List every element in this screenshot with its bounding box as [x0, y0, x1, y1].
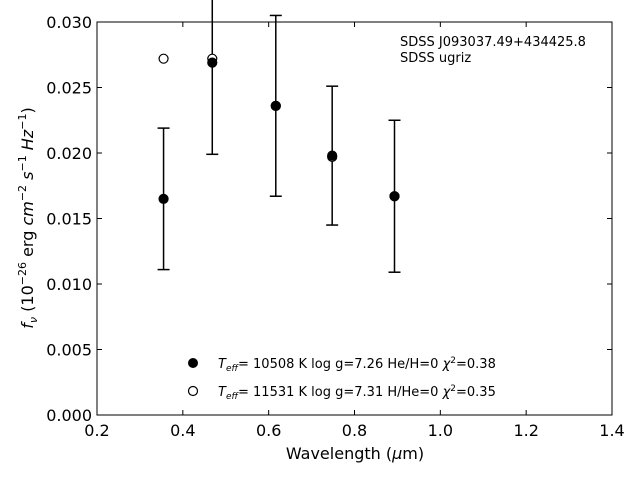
legend-marker-filled — [188, 358, 198, 368]
legend-entry-1: Teff= 10508 K log g=7.26 He/H=0 χ2=0.38 — [218, 356, 496, 374]
x-tick-label: 1.2 — [513, 421, 538, 440]
y-axis-label: fν (10−26 erg cm−2 s−1 Hz−1) — [16, 107, 40, 328]
x-axis-label: Wavelength (μm) — [286, 444, 424, 463]
point-model-filled — [327, 150, 338, 161]
annotation-object: SDSS J093037.49+434425.8 — [400, 35, 586, 50]
annotation-survey: SDSS ugriz — [400, 51, 471, 66]
x-tick-label: 1.4 — [599, 421, 624, 440]
point-model-filled — [158, 193, 169, 204]
points — [158, 53, 400, 204]
legend-marker-open — [187, 385, 199, 397]
point-model-filled — [389, 191, 400, 202]
y-tick-label: 0.005 — [46, 341, 92, 360]
y-tick-label: 0.015 — [46, 210, 92, 229]
y-tick-label: 0.025 — [46, 79, 92, 98]
x-tick-label: 0.2 — [84, 421, 109, 440]
point-model-open — [158, 53, 169, 64]
point-model-filled — [270, 100, 281, 111]
x-tick-label: 0.4 — [170, 421, 195, 440]
legend-entry-2: Teff= 11531 K log g=7.31 H/He=0 χ2=0.35 — [218, 384, 496, 402]
legend: Teff= 10508 K log g=7.26 He/H=0 χ2=0.38 … — [187, 356, 496, 402]
ticks — [96, 21, 613, 416]
y-tick-label: 0.030 — [46, 13, 92, 32]
tick-labels: 0.2 0.4 0.6 0.8 1.0 1.2 1.4 0.000 0.005 0.010 0.01… — [46, 13, 625, 440]
y-tick-label: 0.010 — [46, 275, 92, 294]
point-model-filled — [207, 57, 218, 68]
x-tick-label: 0.6 — [256, 421, 281, 440]
y-tick-label: 0.000 — [46, 406, 92, 425]
x-tick-label: 1.0 — [428, 421, 453, 440]
errorbars — [157, 0, 401, 273]
x-tick-label: 0.8 — [342, 421, 367, 440]
y-tick-label: 0.020 — [46, 144, 92, 163]
